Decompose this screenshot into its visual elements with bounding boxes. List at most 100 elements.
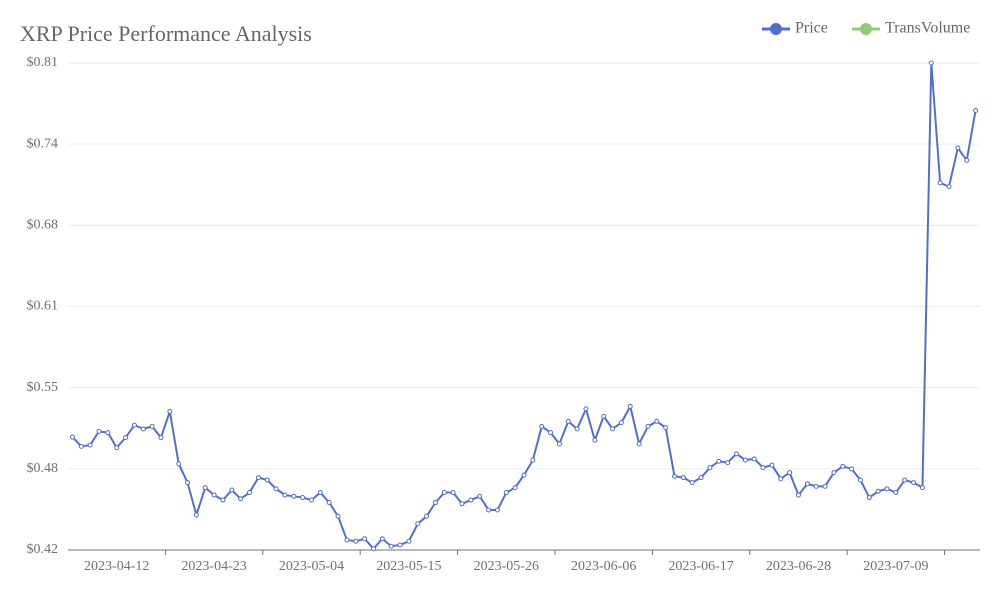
data-point bbox=[698, 475, 704, 481]
data-point bbox=[512, 485, 518, 491]
x-tick-label: 2023-06-17 bbox=[668, 559, 733, 574]
data-point bbox=[326, 500, 332, 506]
data-point bbox=[362, 536, 368, 542]
data-point bbox=[158, 435, 164, 441]
data-point bbox=[556, 441, 562, 447]
y-tick-label: $0.48 bbox=[27, 461, 59, 476]
x-tick-label: 2023-05-15 bbox=[376, 559, 441, 574]
data-point bbox=[663, 425, 669, 431]
data-point bbox=[185, 480, 191, 486]
legend-label: Price bbox=[795, 20, 828, 37]
data-point bbox=[247, 490, 253, 496]
data-point bbox=[804, 481, 810, 487]
data-point bbox=[583, 406, 589, 412]
data-point bbox=[167, 408, 173, 414]
y-tick-label: $0.68 bbox=[27, 218, 59, 233]
data-point bbox=[919, 485, 925, 491]
data-point bbox=[636, 441, 642, 447]
data-point bbox=[946, 184, 952, 190]
data-point bbox=[105, 430, 111, 436]
data-point bbox=[308, 497, 314, 503]
data-point bbox=[370, 546, 376, 552]
data-point bbox=[716, 458, 722, 464]
x-tick-label: 2023-04-23 bbox=[181, 559, 246, 574]
data-point bbox=[610, 426, 616, 432]
data-point bbox=[87, 442, 93, 448]
data-point bbox=[415, 521, 421, 527]
x-tick-label: 2023-06-28 bbox=[766, 559, 831, 574]
data-point bbox=[707, 465, 713, 471]
data-point bbox=[751, 456, 757, 462]
data-point bbox=[601, 413, 607, 419]
data-point bbox=[769, 462, 775, 468]
data-point bbox=[424, 513, 430, 519]
data-point bbox=[654, 418, 660, 424]
data-point bbox=[548, 430, 554, 436]
data-point bbox=[238, 496, 244, 502]
data-point bbox=[734, 451, 740, 457]
data-point bbox=[69, 434, 75, 440]
y-tick-label: $0.42 bbox=[27, 542, 59, 557]
data-point bbox=[778, 476, 784, 482]
data-point bbox=[335, 513, 341, 519]
data-point bbox=[503, 490, 509, 496]
data-point bbox=[521, 472, 527, 478]
data-point bbox=[813, 483, 819, 489]
chart-title: XRP Price Performance Analysis bbox=[20, 21, 312, 46]
data-point bbox=[220, 497, 226, 503]
data-point bbox=[193, 512, 199, 518]
data-point bbox=[680, 475, 686, 481]
data-point bbox=[229, 487, 235, 493]
data-point bbox=[255, 475, 261, 481]
y-tick-label: $0.61 bbox=[27, 299, 59, 314]
data-point bbox=[875, 488, 881, 494]
data-point bbox=[344, 537, 350, 543]
y-tick-label: $0.81 bbox=[27, 55, 59, 70]
data-point bbox=[787, 470, 793, 476]
data-point bbox=[928, 60, 934, 66]
x-tick-label: 2023-04-12 bbox=[84, 559, 149, 574]
data-point bbox=[131, 422, 137, 428]
data-point bbox=[300, 495, 306, 501]
data-point bbox=[760, 465, 766, 471]
data-point bbox=[574, 426, 580, 432]
data-point bbox=[866, 495, 872, 501]
data-point bbox=[477, 493, 483, 499]
data-point bbox=[450, 490, 456, 496]
legend-marker bbox=[860, 23, 872, 35]
data-point bbox=[317, 490, 323, 496]
data-point bbox=[822, 483, 828, 489]
data-point bbox=[291, 493, 297, 499]
data-point bbox=[486, 507, 492, 513]
data-point bbox=[114, 445, 120, 451]
data-point bbox=[273, 486, 279, 492]
x-tick-label: 2023-07-09 bbox=[863, 559, 928, 574]
data-point bbox=[884, 486, 890, 492]
legend-label: TransVolume bbox=[885, 20, 970, 37]
data-point bbox=[379, 536, 385, 542]
x-tick-label: 2023-05-04 bbox=[279, 559, 344, 574]
data-point bbox=[795, 492, 801, 498]
data-point bbox=[353, 538, 359, 544]
data-point bbox=[893, 490, 899, 496]
data-point bbox=[123, 435, 129, 441]
data-point bbox=[397, 542, 403, 548]
data-point bbox=[592, 437, 598, 443]
data-point bbox=[202, 485, 208, 491]
data-point bbox=[627, 403, 633, 409]
data-point bbox=[459, 501, 465, 507]
data-point bbox=[645, 423, 651, 429]
data-point bbox=[282, 492, 288, 498]
data-point bbox=[937, 180, 943, 186]
legend-marker bbox=[770, 23, 782, 35]
data-point bbox=[849, 466, 855, 472]
y-tick-label: $0.74 bbox=[27, 136, 59, 151]
data-point bbox=[539, 423, 545, 429]
data-point bbox=[973, 107, 979, 113]
data-point bbox=[149, 423, 155, 429]
data-point bbox=[211, 492, 217, 498]
data-point bbox=[955, 145, 961, 151]
data-point bbox=[441, 490, 447, 496]
